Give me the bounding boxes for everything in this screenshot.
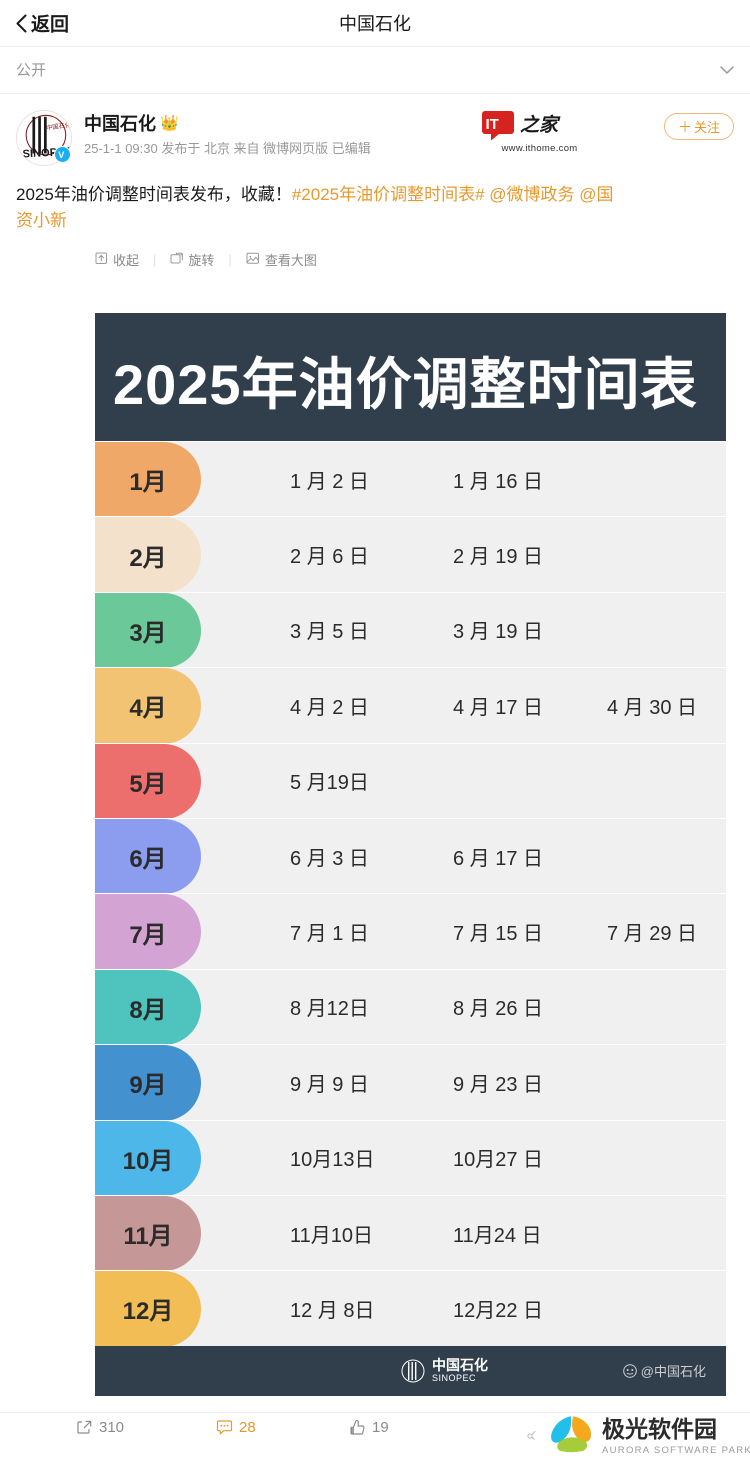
svg-text:之家: 之家 <box>520 114 561 136</box>
svg-text:V: V <box>58 150 64 160</box>
svg-text:IT: IT <box>486 116 499 133</box>
